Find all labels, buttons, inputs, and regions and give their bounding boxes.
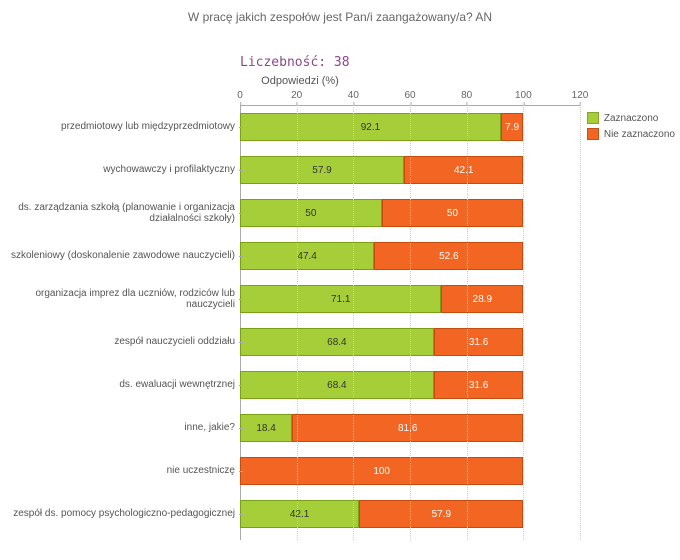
bar-nie-zaznaczono: 31.6 bbox=[434, 328, 524, 356]
x-tick: 100 bbox=[515, 90, 532, 101]
bar-zaznaczono: 57.9 bbox=[240, 156, 404, 184]
bar-nie-zaznaczono: 7.9 bbox=[501, 113, 523, 141]
y-tick bbox=[239, 170, 243, 171]
x-tick: 120 bbox=[572, 90, 589, 101]
x-tick: 0 bbox=[237, 90, 243, 101]
y-tick bbox=[239, 385, 243, 386]
chart-container: W pracę jakich zespołów jest Pan/i zaang… bbox=[0, 0, 680, 560]
bar-zaznaczono: 71.1 bbox=[240, 285, 441, 313]
y-label: wychowawczy i profilaktyczny bbox=[5, 156, 235, 184]
bar-nie-zaznaczono: 81.6 bbox=[292, 414, 523, 442]
y-label: zespół ds. pomocy psychologiczno-pedagog… bbox=[5, 500, 235, 528]
y-label: ds. zarządzania szkołą (planowanie i org… bbox=[5, 199, 235, 227]
bar-nie-zaznaczono: 42.1 bbox=[404, 156, 523, 184]
y-label: inne, jakie? bbox=[5, 414, 235, 442]
x-axis: 020406080100120 bbox=[240, 90, 580, 106]
y-label: zespół nauczycieli oddziału bbox=[5, 328, 235, 356]
chart-title: W pracę jakich zespołów jest Pan/i zaang… bbox=[0, 10, 680, 24]
bar-zaznaczono: 68.4 bbox=[240, 328, 434, 356]
legend-swatch bbox=[587, 112, 599, 124]
gridline bbox=[580, 105, 581, 540]
bar-nie-zaznaczono: 57.9 bbox=[359, 500, 523, 528]
bar-nie-zaznaczono: 100 bbox=[240, 457, 523, 485]
bar-nie-zaznaczono: 50 bbox=[382, 199, 524, 227]
y-tick bbox=[239, 256, 243, 257]
bar-nie-zaznaczono: 28.9 bbox=[441, 285, 523, 313]
y-tick bbox=[239, 428, 243, 429]
x-tick: 60 bbox=[404, 90, 415, 101]
bar-zaznaczono: 68.4 bbox=[240, 371, 434, 399]
legend-item: Zaznaczono bbox=[587, 112, 675, 124]
y-tick bbox=[239, 127, 243, 128]
y-label: nie uczestniczę bbox=[5, 457, 235, 485]
y-tick bbox=[239, 342, 243, 343]
plot-area: 020406080100120 92.17.957.942.1505047.45… bbox=[240, 90, 580, 540]
y-tick bbox=[239, 514, 243, 515]
y-label: ds. ewaluacji wewnętrznej bbox=[5, 371, 235, 399]
y-label: organizacja imprez dla uczniów, rodziców… bbox=[5, 285, 235, 313]
bar-zaznaczono: 50 bbox=[240, 199, 382, 227]
y-tick bbox=[239, 471, 243, 472]
gridline bbox=[523, 105, 524, 540]
bar-nie-zaznaczono: 52.6 bbox=[374, 242, 523, 270]
gridline bbox=[353, 105, 354, 540]
legend-item: Nie zaznaczono bbox=[587, 128, 675, 140]
legend-label: Nie zaznaczono bbox=[604, 129, 675, 140]
y-label: przedmiotowy lub międzyprzedmiotowy bbox=[5, 113, 235, 141]
bar-zaznaczono: 18.4 bbox=[240, 414, 292, 442]
x-tick: 40 bbox=[348, 90, 359, 101]
bar-nie-zaznaczono: 31.6 bbox=[434, 371, 524, 399]
legend: Zaznaczono Nie zaznaczono bbox=[587, 112, 675, 144]
legend-label: Zaznaczono bbox=[604, 113, 658, 124]
x-tick: 80 bbox=[461, 90, 472, 101]
x-tick: 20 bbox=[291, 90, 302, 101]
gridline bbox=[410, 105, 411, 540]
bar-zaznaczono: 42.1 bbox=[240, 500, 359, 528]
y-tick bbox=[239, 299, 243, 300]
bar-zaznaczono: 92.1 bbox=[240, 113, 501, 141]
chart-subtitle: Liczebność: 38 bbox=[240, 55, 350, 70]
legend-swatch bbox=[587, 128, 599, 140]
y-label: szkoleniowy (doskonalenie zawodowe naucz… bbox=[5, 242, 235, 270]
x-axis-title: Odpowiedzi (%) bbox=[0, 75, 600, 87]
gridline bbox=[467, 105, 468, 540]
gridline bbox=[297, 105, 298, 540]
y-tick bbox=[239, 213, 243, 214]
